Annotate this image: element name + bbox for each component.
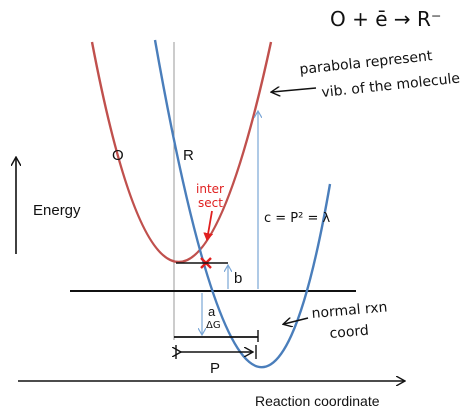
curve-reduced [153, 39, 332, 369]
parabola-note-arrow [272, 88, 317, 92]
intersect-arrow [203, 210, 214, 241]
normal-note-line1: normal rxn [311, 299, 388, 322]
normal-note-arrow [284, 318, 309, 324]
parabola-note-line1: parabola represent [299, 48, 434, 78]
intersect-label-line1: inter [196, 182, 224, 196]
reaction-axis-label: Reaction coordinate [255, 393, 380, 409]
dg-label: ΔG [206, 320, 221, 331]
p-label: P [210, 360, 220, 377]
parabola-note-line2: vib. of the molecule [321, 71, 461, 101]
normal-note-line2: coord [329, 323, 369, 342]
label-oxidized: O [112, 147, 124, 164]
a-label: a [208, 304, 216, 319]
c-label: c = P² = λ [264, 211, 331, 226]
curve-oxidized [90, 41, 273, 264]
b-label: b [234, 270, 242, 287]
label-reduced: R [183, 147, 194, 164]
header-equation: O + ē → R⁻ [330, 7, 441, 31]
energy-axis-label: Energy [33, 202, 81, 219]
intersect-label-line2: sect [198, 196, 223, 210]
